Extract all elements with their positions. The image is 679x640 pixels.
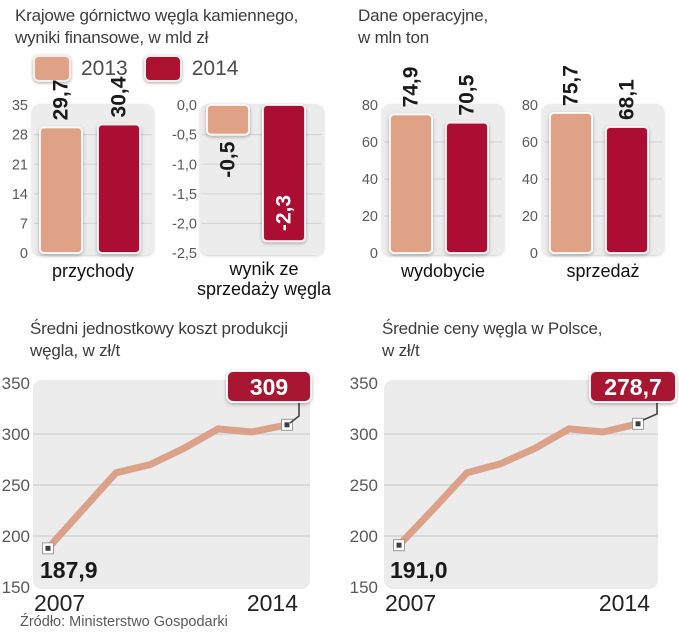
category-label: sprzedaż: [566, 261, 639, 281]
chart-koszt-produkcji: 350 300 250 200 150 187,9 309 2007 2014: [2, 370, 312, 616]
category-label: sprzedaży węgla: [197, 279, 332, 299]
chart-przychody: 35 28 21 14 7 0 29,7 30,4 przychody: [12, 76, 154, 281]
title-line: Dane operacyjne,: [358, 6, 489, 25]
bar-2014: [605, 126, 649, 254]
y-tick-label: 300: [350, 425, 378, 444]
y-tick-label: 20: [522, 209, 538, 225]
callout-value-label: 309: [250, 374, 288, 400]
chart-sprzedaz: 80 60 40 20 0 75,7 68,1 sprzedaż: [522, 65, 664, 281]
title-line: węgla, w zł/t: [30, 341, 120, 360]
y-tick-label: -2,5: [172, 246, 197, 262]
callout-value-label: 278,7: [604, 374, 662, 400]
y-tick-label: 60: [522, 135, 538, 151]
y-tick-label: -0,5: [172, 128, 197, 144]
bar-value-label: -2,3: [273, 195, 296, 231]
y-tick-label: 35: [12, 98, 28, 114]
bar-value-label: 68,1: [616, 79, 639, 120]
bar-value-label: 75,7: [560, 65, 583, 106]
title-line: Średni jednostkowy koszt produkcji: [30, 319, 288, 338]
y-tick-label: 0: [530, 246, 538, 262]
data-line: [395, 420, 642, 549]
callout-connector: [642, 403, 658, 421]
title-line: Średnie ceny węgla w Polsce,: [382, 319, 603, 338]
y-tick-label: 21: [12, 157, 28, 173]
y-tick-label: -1,5: [172, 187, 197, 203]
y-tick-label: 0: [370, 246, 378, 262]
bar-2013: [39, 126, 83, 254]
y-tick-label: 80: [362, 98, 378, 114]
data-line: [44, 421, 291, 552]
y-tick-label: 0: [20, 246, 28, 262]
y-tick-label: 7: [20, 216, 28, 232]
bar-2013: [206, 104, 250, 136]
x-tick-label: 2014: [247, 590, 298, 616]
y-tick-label: 60: [362, 135, 378, 151]
bar-value-label: -0,5: [217, 141, 240, 178]
y-tick-label: 350: [350, 374, 378, 393]
section-title-operational: Dane operacyjne, w mln ton: [358, 5, 488, 49]
y-tick-label: 150: [2, 578, 30, 597]
title-line: Krajowe górnictwo węgla kamiennego,: [15, 6, 299, 25]
point-marker-dot: [635, 421, 641, 427]
point-marker-dot: [45, 545, 51, 551]
y-tick-label: 150: [350, 578, 378, 597]
x-tick-label: 2007: [385, 590, 436, 616]
chart-wynik-ze-sprzedazy-wegla: 0,0 -0,5 -1,0 -1,5 -2,0 -2,5 -0,5 -2,3 wynik zes…: [172, 98, 332, 299]
bar-2013: [389, 113, 433, 254]
y-tick-label: 0,0: [177, 98, 197, 114]
callout-box: [589, 370, 677, 403]
bar-value-label: 70,5: [456, 74, 479, 115]
chart-ceny-wegla: 350 300 250 200 150 191,0 278,7 2007 2014: [350, 370, 677, 616]
y-tick-label: 80: [522, 98, 538, 114]
y-tick-label: 300: [2, 425, 30, 444]
bar-2014: [445, 121, 489, 254]
bar-2014: [262, 104, 306, 243]
section-title-cost: Średni jednostkowy koszt produkcji węgla…: [30, 318, 288, 362]
title-line: wyniki finansowe, w mld zł: [15, 28, 209, 47]
category-label: wynik ze: [228, 259, 298, 279]
legend-label-2013: 2013: [81, 56, 128, 80]
title-line: w zł/t: [382, 341, 420, 360]
bar-2014: [97, 123, 141, 254]
callout-connector: [289, 403, 300, 424]
legend-label-2014: 2014: [191, 56, 239, 80]
start-value-label: 191,0: [390, 557, 448, 583]
bar-value-label: 29,7: [50, 80, 73, 121]
y-tick-label: -2,0: [172, 216, 197, 232]
chart-wydobycie: 80 60 40 20 0 74,9 70,5 wydobycie: [362, 67, 504, 281]
bar-2013: [549, 111, 593, 254]
category-label: wydobycie: [400, 261, 485, 281]
point-marker-dot: [284, 422, 290, 428]
y-tick-label: 14: [12, 187, 28, 203]
y-tick-label: 40: [522, 172, 538, 188]
y-tick-label: 350: [2, 374, 30, 393]
point-marker-dot: [396, 542, 402, 548]
y-tick-label: 40: [362, 172, 378, 188]
section-title-price: Średnie ceny węgla w Polsce, w zł/t: [382, 318, 602, 362]
bar-value-label: 30,4: [108, 76, 131, 117]
source-note: Źródło: Ministerstwo Gospodarki: [20, 614, 228, 630]
x-tick-label: 2014: [599, 590, 650, 616]
y-tick-label: 20: [362, 209, 378, 225]
bar-value-label: 74,9: [400, 67, 423, 108]
title-line: w mln ton: [358, 28, 429, 47]
callout-box: [226, 370, 312, 403]
legend: 2013 2014: [33, 55, 254, 82]
start-value-label: 187,9: [40, 557, 98, 583]
x-tick-label: 2007: [34, 590, 85, 616]
section-title-financial: Krajowe górnictwo węgla kamiennego, wyni…: [15, 5, 298, 49]
y-tick-label: -1,0: [172, 157, 197, 173]
legend-swatch-2014: [143, 55, 182, 82]
y-tick-label: 28: [12, 128, 28, 144]
category-label: przychody: [52, 261, 134, 281]
y-tick-label: 250: [2, 476, 30, 495]
legend-swatch-2013: [33, 55, 71, 82]
y-tick-label: 250: [350, 476, 378, 495]
y-tick-label: 200: [350, 527, 378, 546]
y-tick-label: 200: [2, 527, 30, 546]
